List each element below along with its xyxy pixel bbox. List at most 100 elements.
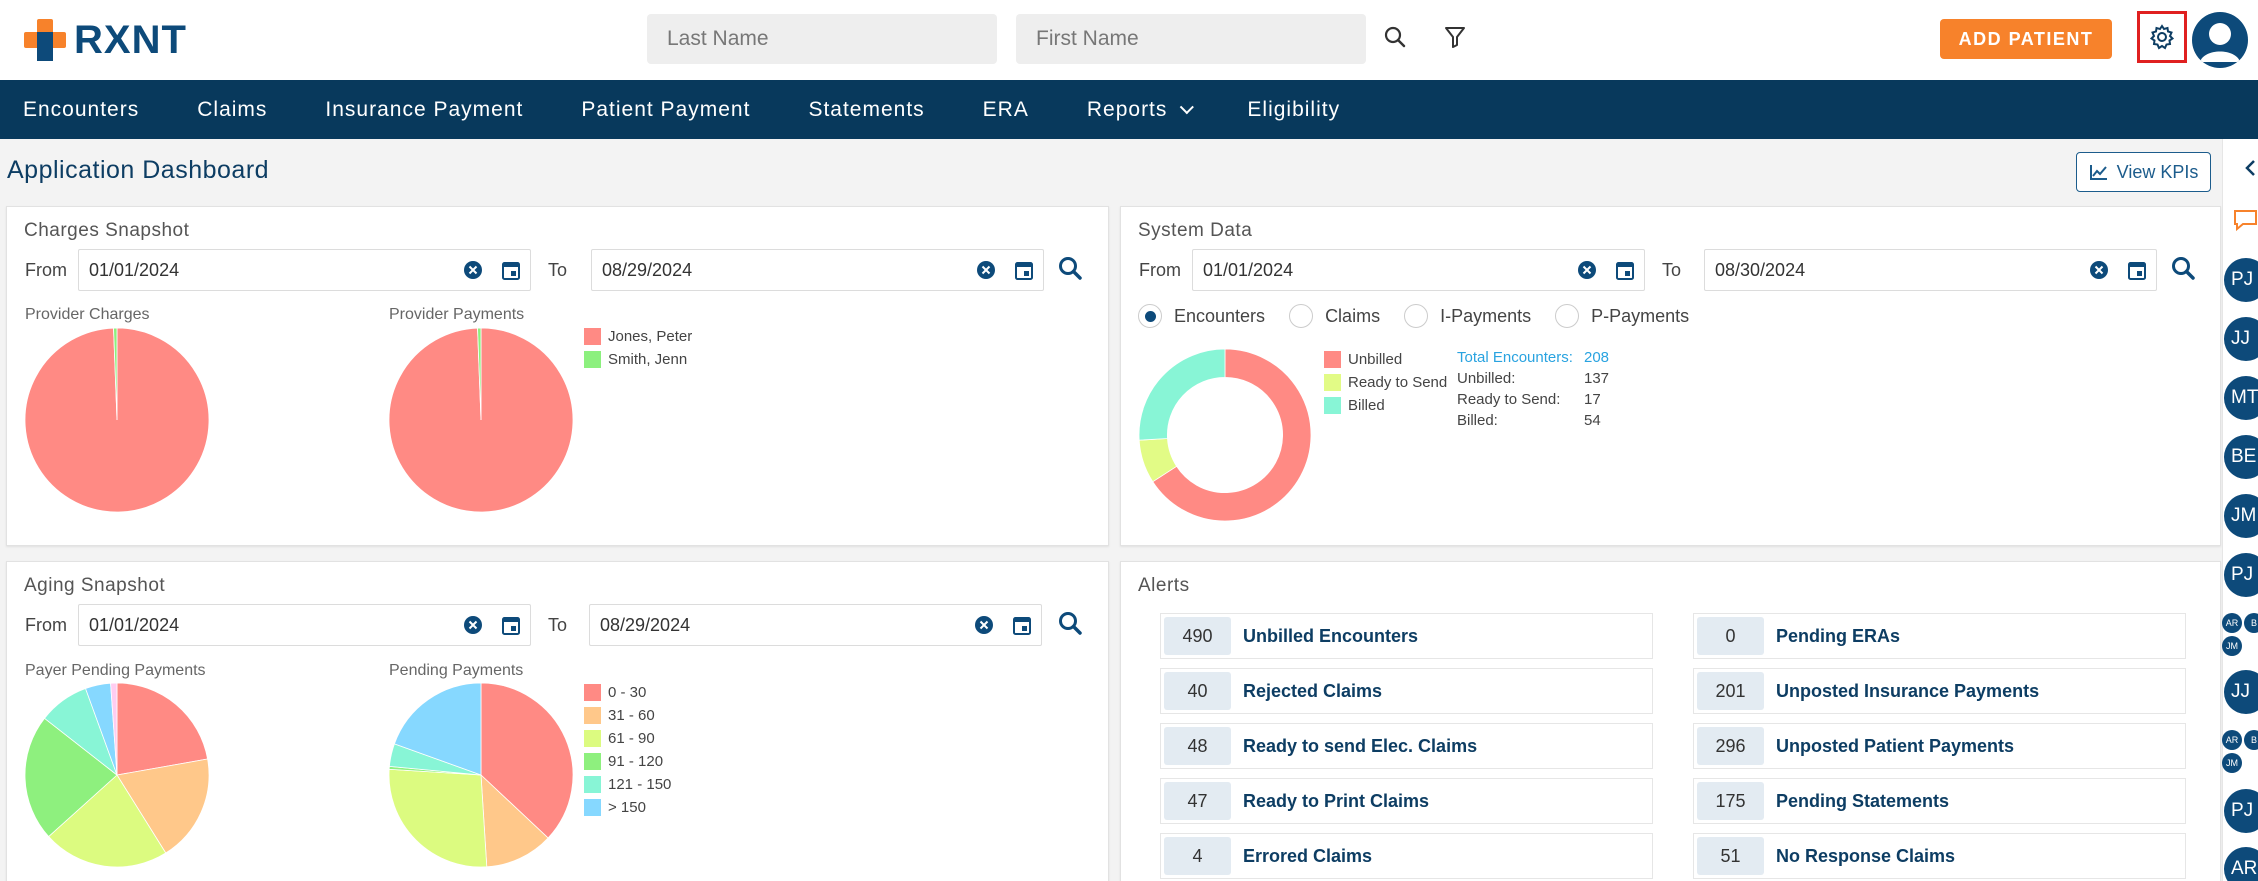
- first-name-input[interactable]: [1016, 14, 1366, 64]
- user-avatar[interactable]: [2192, 12, 2248, 68]
- nav-eligibility[interactable]: Eligibility: [1247, 97, 1341, 121]
- system-to-date[interactable]: 08/30/2024: [1704, 249, 2157, 291]
- stat-ready: Ready to Send: 17: [1457, 389, 1609, 410]
- last-name-input[interactable]: [647, 14, 997, 64]
- alert-errored-claims[interactable]: 4 Errored Claims: [1160, 833, 1653, 879]
- pie-slice--150[interactable]: [393, 682, 482, 776]
- pie-slice-other[interactable]: [110, 682, 118, 776]
- pie-slice-31-60[interactable]: [116, 758, 210, 854]
- search-icon[interactable]: [1057, 610, 1087, 640]
- charges-from-date[interactable]: 01/01/2024: [78, 249, 531, 291]
- aging-from-date[interactable]: 01/01/2024: [78, 604, 531, 646]
- radio-encounters[interactable]: Encounters: [1138, 304, 1265, 328]
- pie-slice-smith-jenn[interactable]: [477, 327, 482, 421]
- rail-mini-avatar[interactable]: AR: [2222, 613, 2242, 633]
- rail-avatar[interactable]: AR: [2224, 847, 2258, 881]
- alert-unbilled-encounters[interactable]: 490 Unbilled Encounters: [1160, 613, 1653, 659]
- clear-icon[interactable]: [2080, 250, 2118, 290]
- rail-avatar[interactable]: PJ: [2224, 553, 2258, 597]
- rail-mini-avatar[interactable]: B: [2244, 613, 2258, 633]
- clear-icon[interactable]: [967, 250, 1005, 290]
- chat-icon[interactable]: [2232, 205, 2258, 235]
- rail-avatar[interactable]: BE: [2224, 435, 2258, 479]
- calendar-icon[interactable]: [1005, 250, 1043, 290]
- clear-icon[interactable]: [454, 250, 492, 290]
- legend-item[interactable]: Billed: [1324, 394, 1447, 417]
- rail-mini-avatar[interactable]: JM: [2222, 753, 2242, 773]
- calendar-icon[interactable]: [1606, 250, 1644, 290]
- pie-slice-0-30[interactable]: [116, 682, 209, 776]
- legend-item[interactable]: 91 - 120: [584, 750, 671, 773]
- search-icon[interactable]: [1057, 255, 1087, 285]
- calendar-icon[interactable]: [2118, 250, 2156, 290]
- charges-to-date[interactable]: 08/29/2024: [591, 249, 1044, 291]
- legend-item[interactable]: 121 - 150: [584, 773, 671, 796]
- nav-statements[interactable]: Statements: [808, 97, 925, 121]
- radio-p-payments[interactable]: P-Payments: [1555, 304, 1689, 328]
- rail-mini-avatar[interactable]: JM: [2222, 636, 2242, 656]
- legend-item[interactable]: Jones, Peter: [584, 325, 692, 348]
- legend-item[interactable]: Smith, Jenn: [584, 348, 692, 371]
- legend-item[interactable]: 61 - 90: [584, 727, 671, 750]
- calendar-icon[interactable]: [492, 605, 530, 645]
- pie-slice-61-90[interactable]: [388, 768, 488, 868]
- alert-no-response-claims[interactable]: 51 No Response Claims: [1693, 833, 2186, 879]
- nav-reports[interactable]: Reports: [1052, 80, 1213, 139]
- nav-insurance-payment[interactable]: Insurance Payment: [325, 97, 524, 121]
- legend-item[interactable]: Ready to Send: [1324, 371, 1447, 394]
- rail-mini-avatar[interactable]: AR: [2222, 730, 2242, 750]
- rail-avatar[interactable]: JM: [2224, 494, 2258, 538]
- nav-patient-payment[interactable]: Patient Payment: [581, 97, 751, 121]
- nav-encounters[interactable]: Encounters: [23, 97, 140, 121]
- pie-slice-smith-jenn[interactable]: [113, 327, 118, 421]
- view-kpis-button[interactable]: View KPIs: [2076, 152, 2211, 192]
- pie-slice-0-30[interactable]: [480, 682, 574, 839]
- from-label: From: [1139, 260, 1181, 280]
- pie-slice-billed[interactable]: [1138, 348, 1226, 441]
- search-icon[interactable]: [2170, 255, 2200, 285]
- alert-pending-eras[interactable]: 0 Pending ERAs: [1693, 613, 2186, 659]
- pie-slice-unbilled[interactable]: [1152, 348, 1312, 522]
- filter-icon[interactable]: [1440, 22, 1470, 52]
- settings-button[interactable]: [2137, 11, 2187, 63]
- radio-i-payments[interactable]: I-Payments: [1404, 304, 1531, 328]
- calendar-icon[interactable]: [492, 250, 530, 290]
- rail-mini-avatar[interactable]: B: [2244, 730, 2258, 750]
- alert-rejected-claims[interactable]: 40 Rejected Claims: [1160, 668, 1653, 714]
- nav-reports-label: Reports: [1086, 97, 1168, 121]
- clear-icon[interactable]: [965, 605, 1003, 645]
- search-icon[interactable]: [1380, 22, 1410, 52]
- rail-avatar[interactable]: JJ: [2224, 670, 2258, 714]
- legend-item[interactable]: 31 - 60: [584, 704, 671, 727]
- radio-label: P-Payments: [1591, 305, 1690, 326]
- alert-label: No Response Claims: [1776, 845, 1956, 866]
- nav-claims[interactable]: Claims: [197, 97, 268, 121]
- alert-unposted-patient[interactable]: 296 Unposted Patient Payments: [1693, 723, 2186, 769]
- rail-avatar[interactable]: PJ: [2224, 789, 2258, 833]
- system-from-date[interactable]: 01/01/2024: [1192, 249, 1645, 291]
- pie-slice-91-120[interactable]: [24, 717, 118, 838]
- pie-slice-61-90[interactable]: [48, 774, 167, 868]
- radio-claims[interactable]: Claims: [1289, 304, 1380, 328]
- rail-avatar[interactable]: MT: [2224, 376, 2258, 420]
- add-patient-button[interactable]: ADD PATIENT: [1940, 19, 2112, 59]
- aging-to-date[interactable]: 08/29/2024: [589, 604, 1042, 646]
- legend-item[interactable]: Unbilled: [1324, 348, 1447, 371]
- rail-avatar[interactable]: PJ: [2224, 258, 2258, 302]
- legend-item[interactable]: 0 - 30: [584, 681, 671, 704]
- rxnt-cross-icon: [24, 19, 66, 61]
- pie-slice-31-60[interactable]: [480, 774, 549, 868]
- clear-icon[interactable]: [1568, 250, 1606, 290]
- legend-item[interactable]: > 150: [584, 796, 671, 819]
- rxnt-logo[interactable]: RXNT: [22, 16, 187, 64]
- alert-ready-print-claims[interactable]: 47 Ready to Print Claims: [1160, 778, 1653, 824]
- rail-avatar[interactable]: JJ: [2224, 317, 2258, 361]
- chevron-left-icon[interactable]: [2242, 156, 2258, 180]
- alert-unposted-insurance[interactable]: 201 Unposted Insurance Payments: [1693, 668, 2186, 714]
- alert-ready-elec-claims[interactable]: 48 Ready to send Elec. Claims: [1160, 723, 1653, 769]
- alert-pending-statements[interactable]: 175 Pending Statements: [1693, 778, 2186, 824]
- alert-count: 296: [1697, 727, 1764, 765]
- calendar-icon[interactable]: [1003, 605, 1041, 645]
- nav-era[interactable]: ERA: [982, 97, 1029, 121]
- clear-icon[interactable]: [454, 605, 492, 645]
